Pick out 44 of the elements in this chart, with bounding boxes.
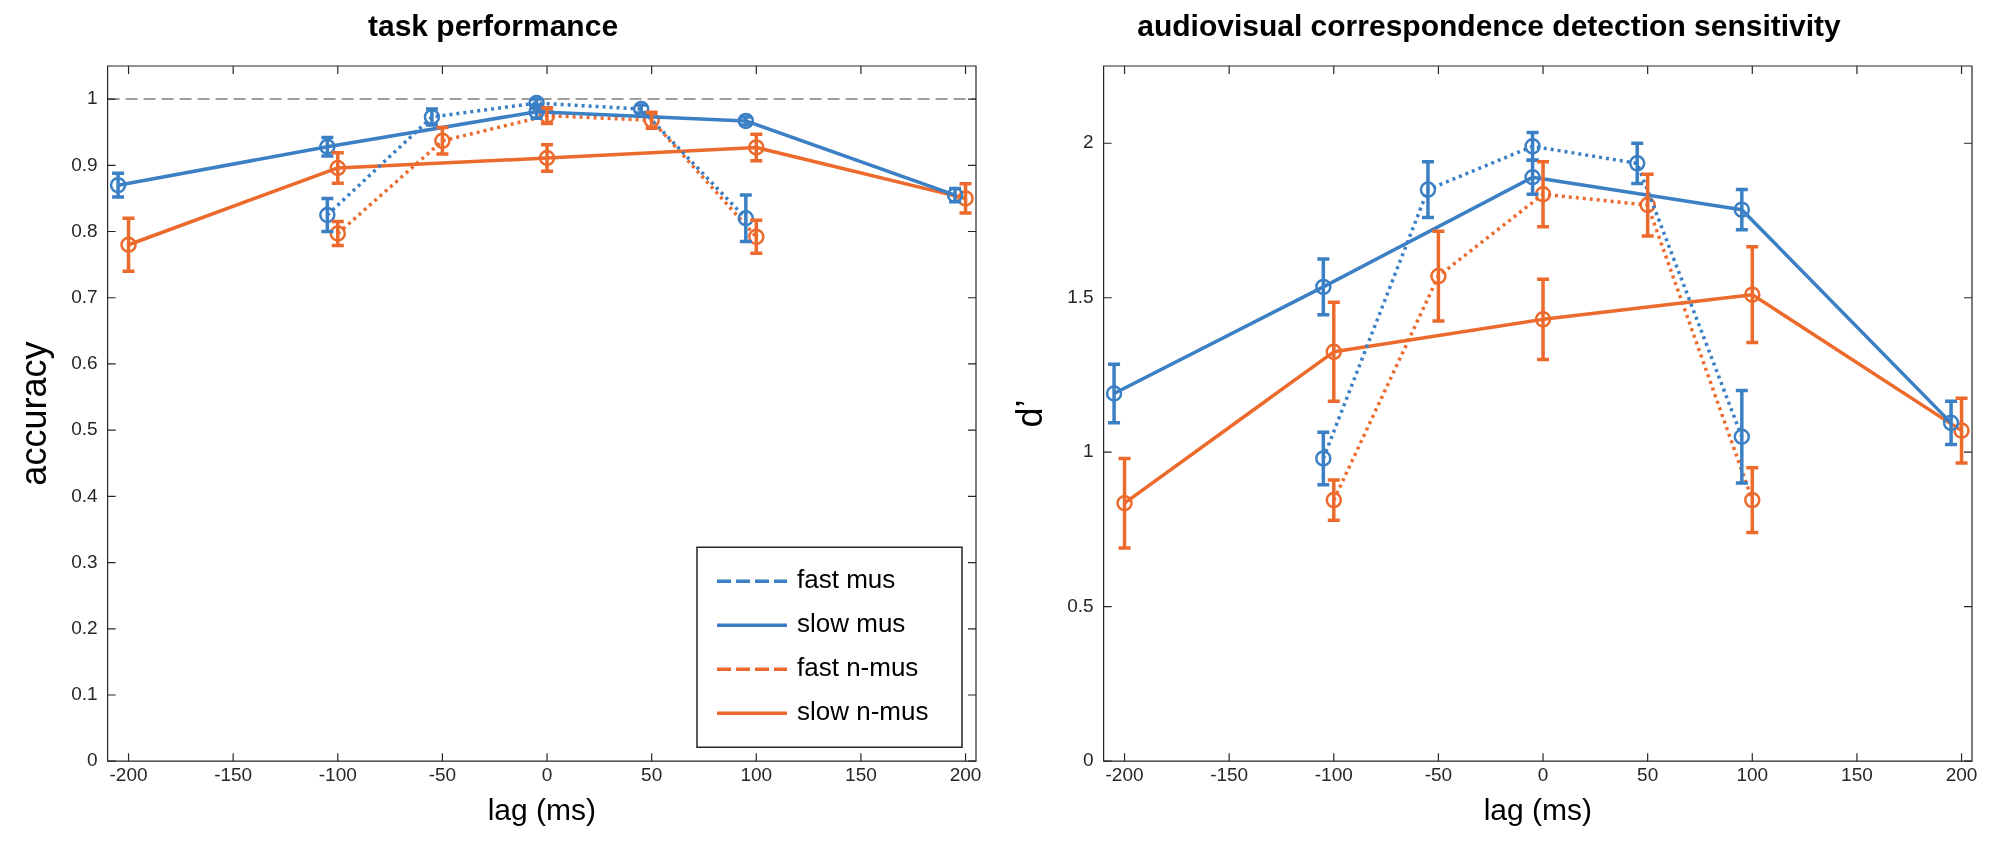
y-tick-label: 0.6 xyxy=(71,352,98,374)
x-tick-label: 100 xyxy=(740,763,773,785)
x-tick-label: 150 xyxy=(1841,763,1873,785)
y-tick-label: 0.5 xyxy=(1067,594,1094,616)
y-tick-label: 0 xyxy=(87,749,98,771)
y-tick-label: 0.2 xyxy=(71,617,98,639)
legend-label: fast n-mus xyxy=(797,652,919,683)
x-tick-label: 50 xyxy=(641,763,663,785)
x-tick-label: 200 xyxy=(1945,763,1978,785)
x-tick-label: -100 xyxy=(318,763,357,785)
y-tick-label: 0.9 xyxy=(71,153,98,175)
y-tick-label: 1 xyxy=(1083,440,1094,462)
x-tick-label: -150 xyxy=(214,763,253,785)
x-tick-label: -200 xyxy=(109,763,148,785)
x-axis-title: lag (ms) xyxy=(1483,793,1592,827)
y-tick-label: 0.8 xyxy=(71,219,98,241)
y-axis-title: d’ xyxy=(1008,399,1050,428)
y-tick-label: 1.5 xyxy=(1067,285,1094,307)
x-tick-label: 200 xyxy=(949,763,982,785)
x-tick-label: 100 xyxy=(1736,763,1769,785)
y-axis-title: accuracy xyxy=(12,341,54,486)
x-axis-title: lag (ms) xyxy=(487,793,596,827)
legend-label: fast mus xyxy=(797,564,896,595)
x-tick-label: 0 xyxy=(1537,763,1549,785)
chart-title: audiovisual correspondence detection sensitivity xyxy=(1137,9,1842,43)
x-tick-label: -100 xyxy=(1314,763,1353,785)
chart-title: task performance xyxy=(367,9,619,43)
x-tick-label: -150 xyxy=(1210,763,1249,785)
x-tick-label: 0 xyxy=(541,763,553,785)
legend-label: slow n-mus xyxy=(797,696,929,727)
x-tick-label: 50 xyxy=(1637,763,1659,785)
y-tick-label: 0.4 xyxy=(71,484,99,506)
y-tick-label: 0.3 xyxy=(71,550,98,572)
legend-label: slow mus xyxy=(797,608,906,639)
x-tick-label: -50 xyxy=(1424,763,1453,785)
y-tick-label: 0.5 xyxy=(71,418,98,440)
y-tick-label: 2 xyxy=(1083,131,1094,153)
y-tick-label: 0.1 xyxy=(71,683,98,705)
x-tick-label: -50 xyxy=(428,763,457,785)
y-tick-label: 0 xyxy=(1083,749,1094,771)
y-tick-label: 1 xyxy=(87,87,98,109)
y-tick-label: 0.7 xyxy=(71,285,98,307)
x-tick-label: -200 xyxy=(1105,763,1144,785)
x-tick-label: 150 xyxy=(845,763,877,785)
